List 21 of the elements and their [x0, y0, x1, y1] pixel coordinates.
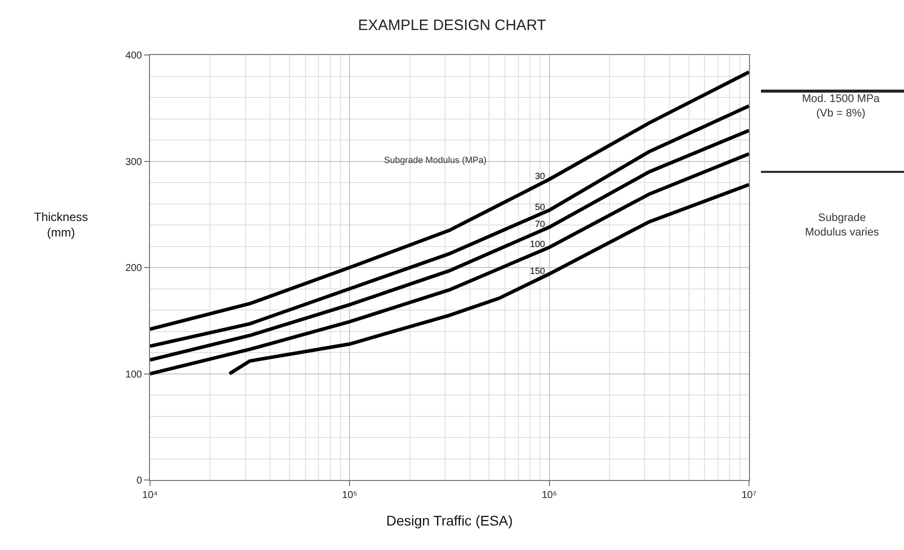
series-label: 70 [535, 219, 546, 229]
legend-title: Subgrade Modulus (MPa) [384, 155, 487, 165]
y-tick-label: 0 [136, 476, 142, 486]
x-axis-title: Design Traffic (ESA) [386, 512, 513, 528]
series-label: 150 [530, 266, 546, 276]
x-tick-label: 10⁴ [142, 490, 158, 501]
line-series [150, 70, 749, 331]
text: Mod. 1500 MPa (Vb = 8%) [802, 93, 881, 120]
y-axis-title: Thickness (mm) [34, 210, 88, 240]
y-tick-label: 200 [125, 263, 142, 274]
y-tick-label: 300 [125, 156, 142, 168]
series-label: 30 [535, 171, 546, 181]
x-tick-label: 10⁶ [542, 490, 557, 501]
x-tick-label: 10⁷ [742, 490, 757, 501]
series-label: 100 [530, 239, 546, 249]
x-tick-label: 10⁵ [342, 490, 358, 501]
y-tick-label: 400 [125, 50, 142, 62]
text: Subgrade Modulus varies [805, 212, 880, 238]
y-tick-label: 100 [125, 369, 142, 380]
series-label: 50 [535, 202, 546, 212]
chart-title: EXAMPLE DESIGN CHART [358, 16, 546, 34]
